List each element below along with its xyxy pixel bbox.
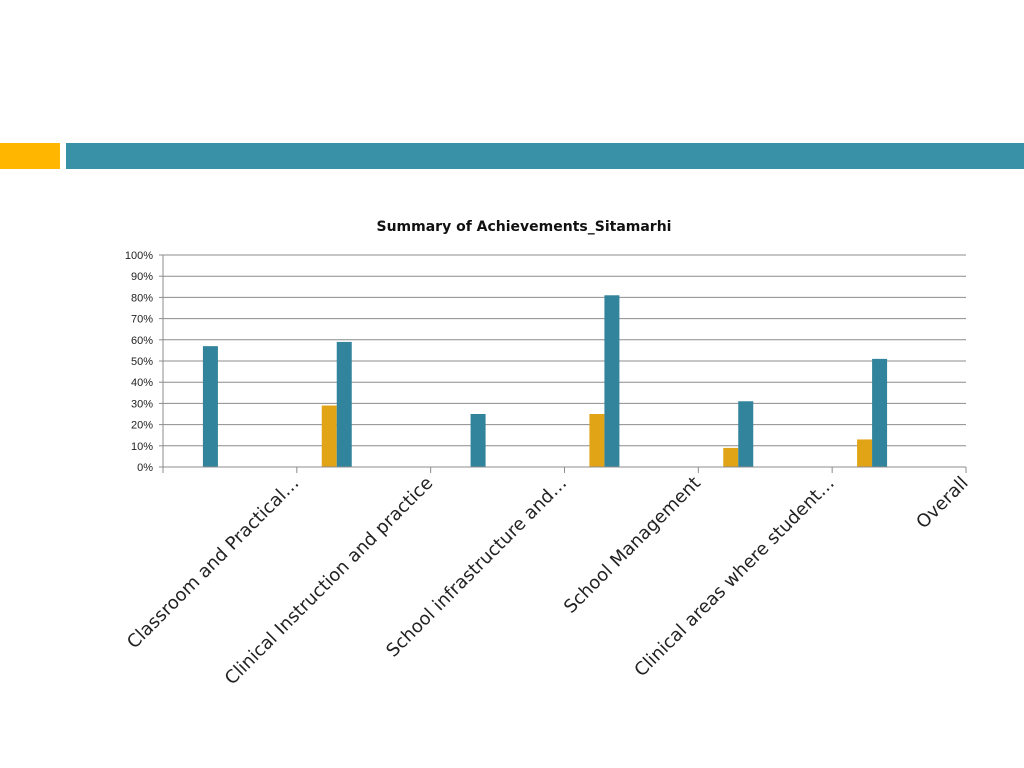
category-label: School Management [560,473,705,618]
bars [202,295,888,467]
y-tick-label: 90% [131,271,153,283]
header-accent-teal-band [66,143,1024,169]
bar-series-2 [470,414,486,467]
category-labels: Classroom and Practical…Clinical Instruc… [123,473,973,689]
y-tick-label: 10% [131,441,153,453]
bar-series-2 [738,401,754,467]
y-axis-tick-labels: 0% 10% 20% 30% 40% 50% 60% 70% 80% 90% 100% [125,250,153,474]
y-tick-label: 100% [125,250,153,262]
bar-series-1 [321,405,337,467]
bar-series-1 [723,447,739,467]
bar-series-1 [857,439,873,467]
bar-series-2 [872,358,888,467]
y-tick-label: 70% [131,314,153,326]
category-label: Overall [912,473,972,533]
y-tick-label: 20% [131,420,153,432]
header-accent-gold-band [0,143,60,169]
category-label: Clinical Instruction and practice [221,473,437,689]
bar-series-2 [604,295,620,467]
chart-title: Summary of Achievements_Sitamarhi [377,219,672,235]
gridlines [159,254,966,468]
y-tick-label: 50% [131,356,153,368]
x-axis [162,255,967,473]
y-tick-label: 80% [131,292,153,304]
bar-series-1 [589,414,605,467]
y-tick-label: 30% [131,398,153,410]
y-tick-label: 0% [137,462,153,474]
y-tick-label: 40% [131,377,153,389]
y-tick-label: 60% [131,335,153,347]
bar-series-2 [336,341,352,467]
bar-series-2 [202,346,218,467]
